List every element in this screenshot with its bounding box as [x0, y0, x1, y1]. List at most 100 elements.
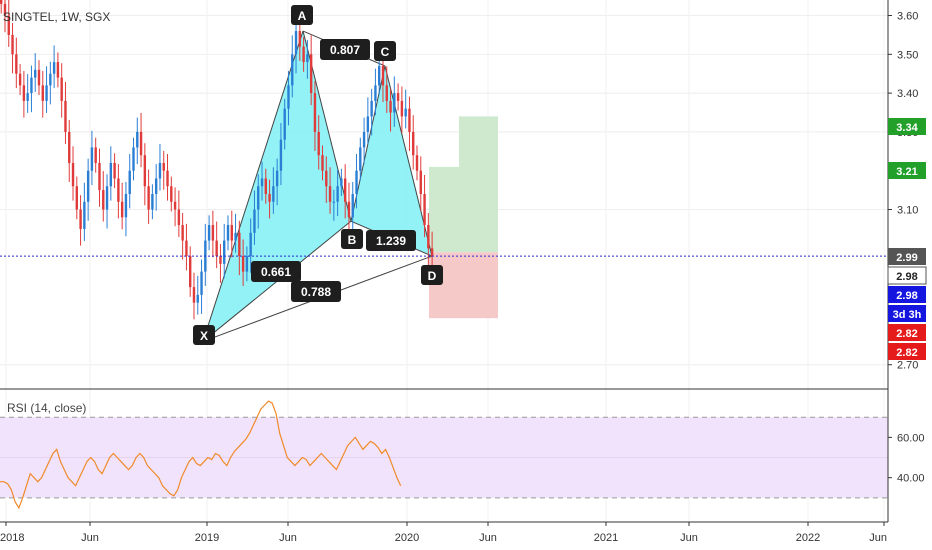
- candle-body: [15, 54, 18, 74]
- price-tick-label: 2.70: [897, 360, 918, 372]
- candle-body: [26, 93, 29, 101]
- time-tick-label: 2018: [0, 532, 24, 544]
- candle: [147, 169, 150, 224]
- candle: [158, 143, 162, 191]
- pattern-ratio-box: [251, 261, 301, 282]
- candle-body: [359, 147, 362, 171]
- candle: [71, 146, 75, 201]
- candle: [419, 156, 422, 211]
- rsi-tick-label: 40.00: [897, 473, 925, 485]
- candle-body: [117, 178, 120, 202]
- candle: [105, 174, 109, 229]
- time-axis[interactable]: 2018 Jun 2019 Jun 2020 Jun 2021 Jun 2022 Jun: [0, 522, 887, 544]
- pattern-ratio-text: 1.239: [376, 234, 406, 248]
- price-tick-label: 3.50: [897, 49, 918, 61]
- candle: [189, 246, 192, 297]
- candle: [294, 19, 298, 74]
- rsi-scale[interactable]: 60.00 40.00: [888, 432, 925, 485]
- candle: [249, 218, 252, 273]
- candle-body: [389, 100, 392, 113]
- candle: [151, 184, 154, 220]
- candle-body: [291, 54, 294, 86]
- candle-body: [170, 186, 173, 202]
- candle: [245, 246, 249, 282]
- candle-body: [393, 93, 396, 113]
- candle: [94, 137, 97, 173]
- pattern-point-text: X: [200, 329, 208, 343]
- candle-body: [253, 209, 256, 233]
- candle: [275, 158, 279, 206]
- candle: [415, 145, 419, 181]
- price-badge-text: 2.99: [896, 252, 917, 264]
- candle-body: [257, 186, 260, 210]
- rsi-line: [0, 400, 402, 510]
- candle-body: [196, 294, 199, 303]
- candle: [400, 86, 404, 134]
- candle-body: [158, 162, 162, 179]
- candle-body: [302, 46, 305, 63]
- price-badge-box: [888, 286, 926, 303]
- candle: [272, 167, 275, 214]
- candle: [185, 223, 188, 271]
- candle-body: [166, 170, 169, 187]
- price-badge: 3.21: [888, 162, 926, 179]
- candle: [309, 35, 313, 106]
- candle-body: [427, 225, 430, 249]
- candle: [408, 96, 411, 151]
- candle-body: [211, 225, 215, 241]
- candle-body: [181, 225, 184, 241]
- candle: [41, 71, 44, 118]
- position-zones: [429, 116, 498, 319]
- candle-body: [325, 170, 328, 187]
- price-tick-label: 3.60: [897, 11, 918, 23]
- candle-body: [374, 85, 377, 101]
- candle-body: [109, 162, 113, 187]
- time-tick-label: Jun: [279, 532, 297, 544]
- candle: [52, 45, 56, 89]
- candle-body: [279, 139, 283, 171]
- pattern-ratio-box: [366, 230, 416, 251]
- price-badge-text: 2.82: [896, 328, 917, 340]
- candle-body: [313, 93, 317, 132]
- candle: [283, 98, 286, 150]
- price-scale[interactable]: 3.603.503.403.303.102.70: [888, 11, 918, 372]
- candle-body: [336, 186, 339, 202]
- candle: [177, 190, 181, 238]
- time-tick-label: 2021: [594, 532, 618, 544]
- candle: [83, 182, 86, 241]
- candle-body: [378, 65, 381, 86]
- candle-body: [245, 256, 249, 272]
- candle-body: [287, 85, 290, 109]
- candle: [378, 56, 381, 96]
- price-badge: 2.82: [888, 324, 926, 341]
- candle: [196, 275, 199, 315]
- candle-body: [30, 77, 33, 94]
- candle: [343, 164, 347, 219]
- candle-body: [412, 131, 415, 156]
- candle-body: [321, 155, 324, 171]
- candle-body: [139, 131, 143, 156]
- candle: [162, 150, 165, 190]
- candle: [0, 0, 3, 14]
- candle: [192, 272, 196, 320]
- candle: [287, 71, 290, 126]
- price-badge-box: [888, 324, 926, 341]
- candle-body: [343, 178, 347, 202]
- candle-body: [173, 201, 177, 210]
- candle-body: [226, 225, 230, 241]
- candle-body: [192, 287, 196, 303]
- price-badge-text: 3d 3h: [893, 309, 922, 321]
- candle: [215, 221, 218, 269]
- candle: [200, 259, 203, 314]
- candle: [211, 210, 215, 258]
- candle-body: [18, 73, 22, 86]
- candle: [355, 154, 358, 209]
- time-tick-label: Jun: [81, 532, 99, 544]
- price-badge-box: [888, 305, 926, 322]
- candle: [385, 66, 388, 113]
- candle-body: [143, 155, 147, 187]
- candle: [366, 97, 370, 144]
- candle-body: [430, 248, 434, 257]
- candle: [143, 143, 147, 206]
- pattern-point-text: C: [381, 45, 390, 59]
